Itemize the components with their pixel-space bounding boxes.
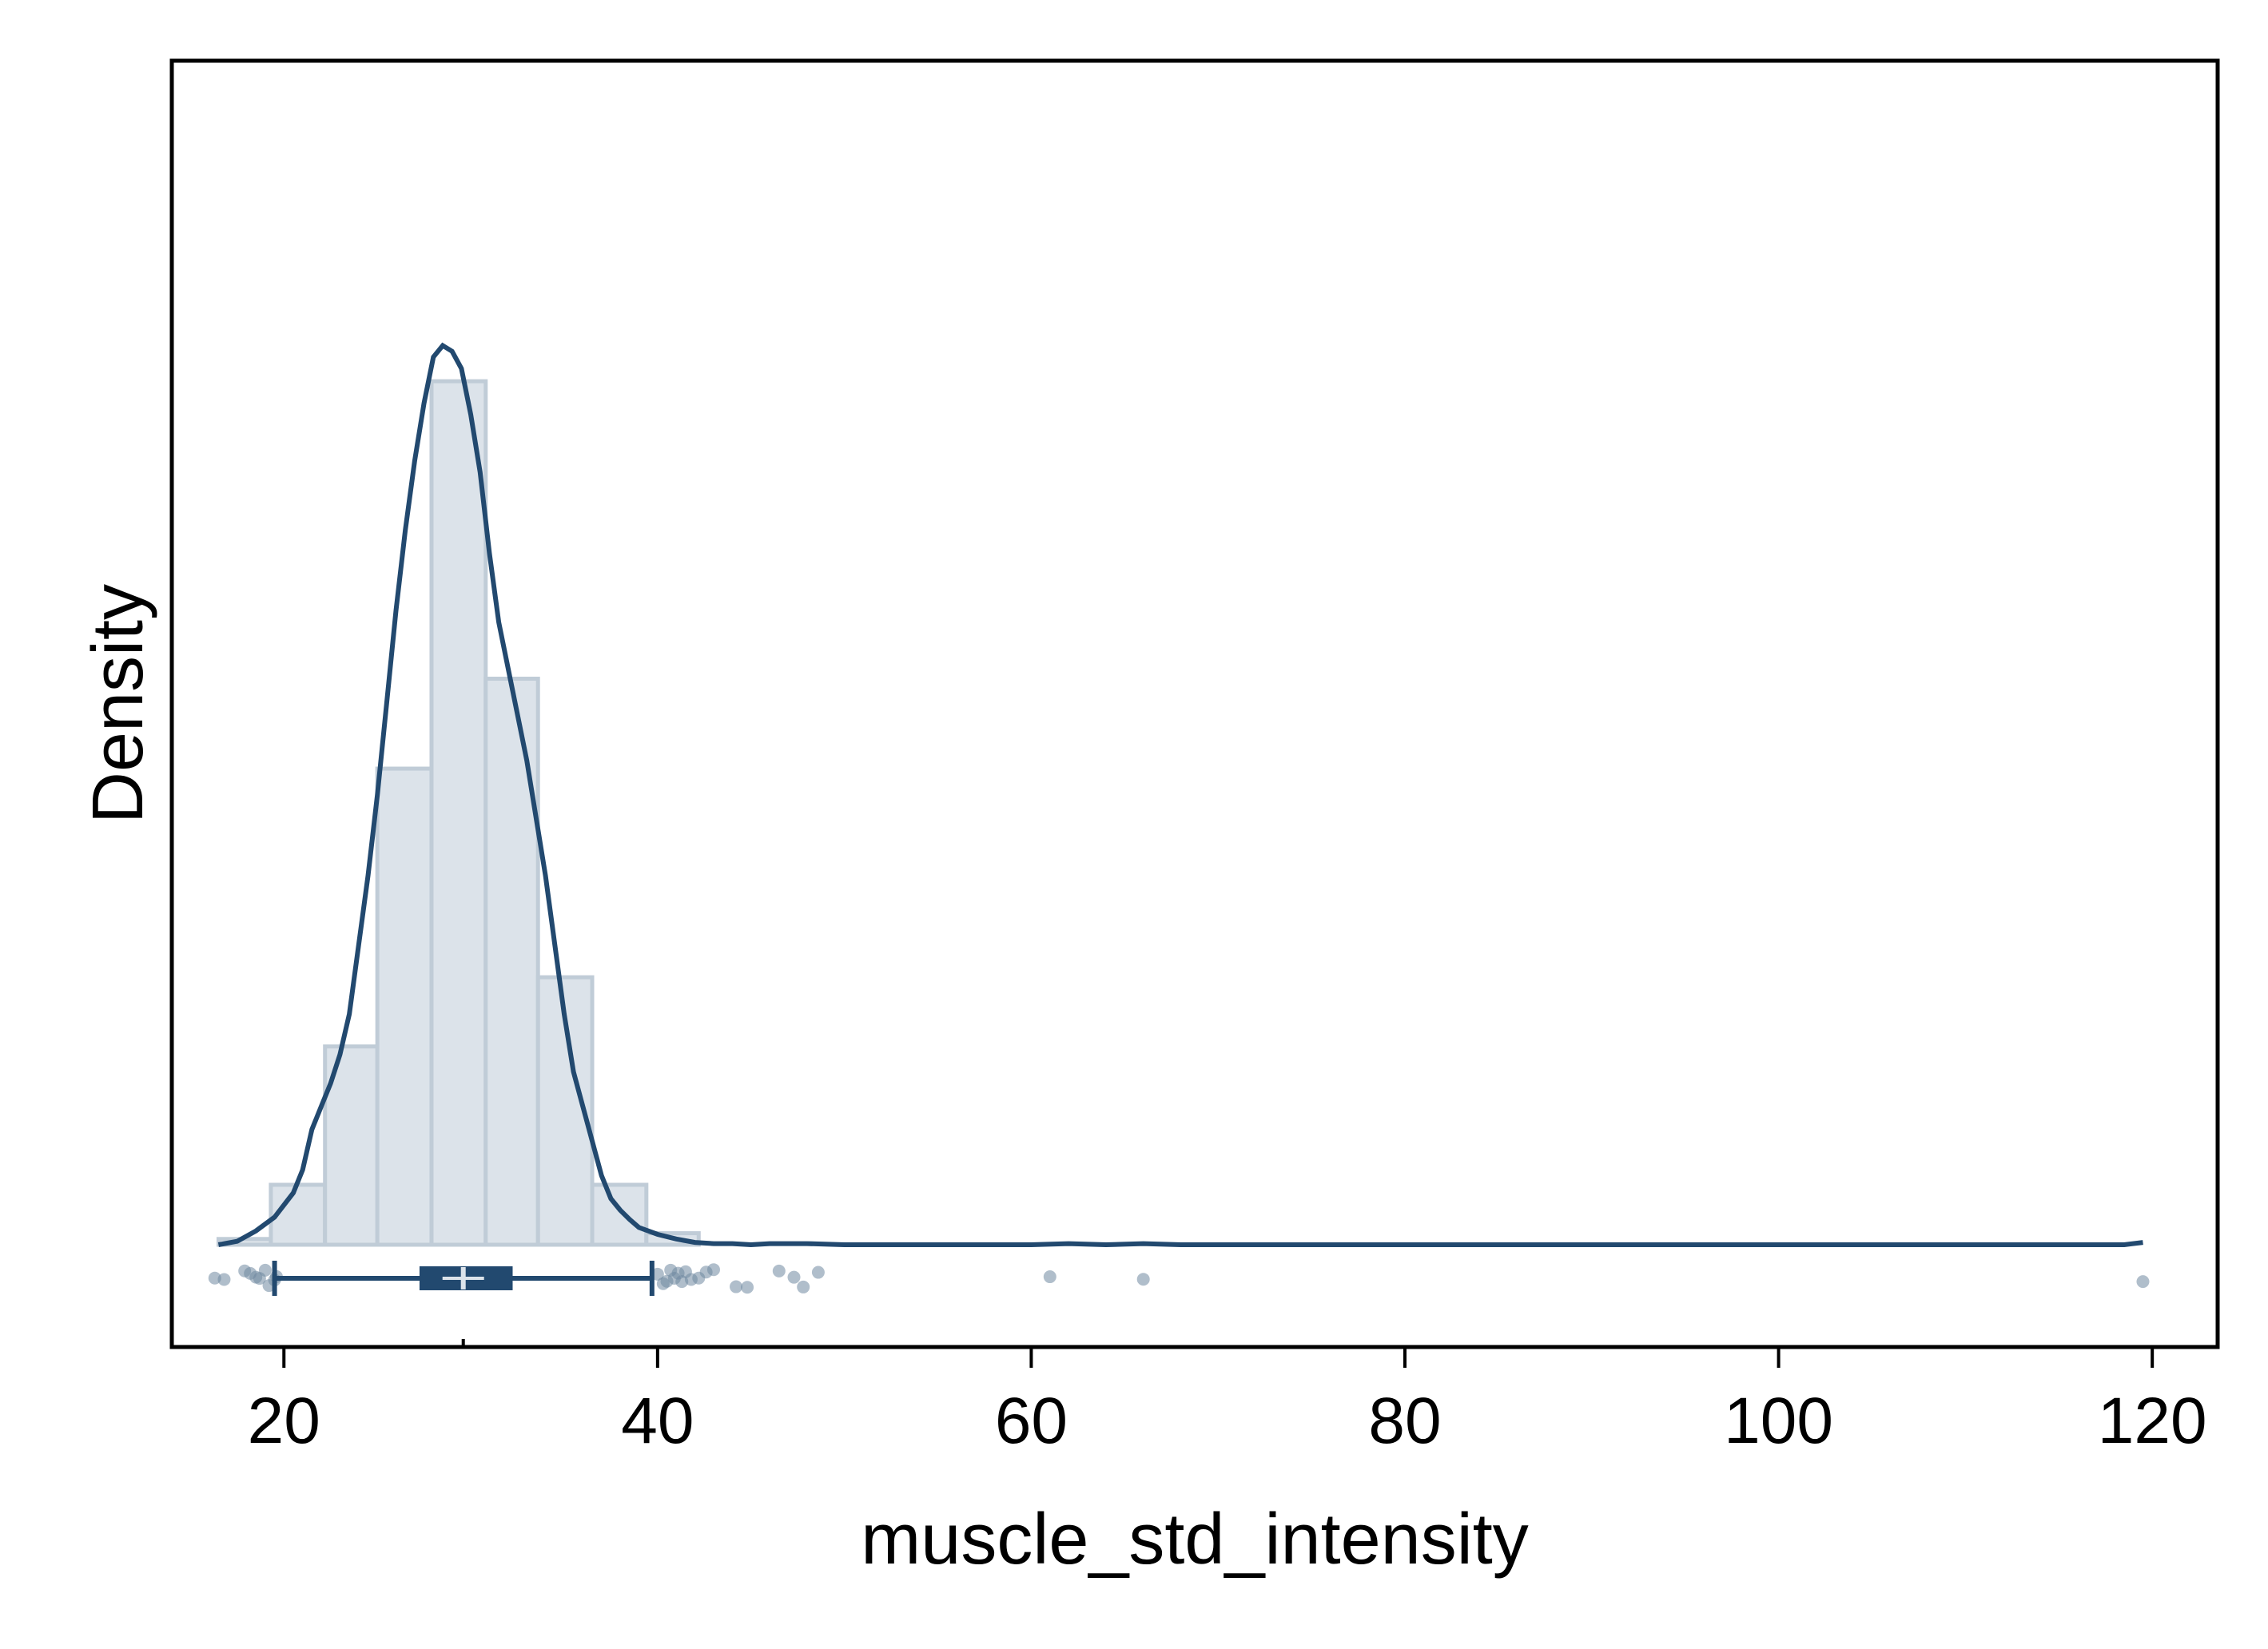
histogram-bar xyxy=(590,1182,649,1247)
data-point xyxy=(2136,1275,2150,1289)
data-point xyxy=(208,1271,221,1285)
density-curve xyxy=(217,342,2143,1248)
data-point xyxy=(787,1270,801,1284)
data-point xyxy=(772,1264,786,1277)
plot-frame xyxy=(169,58,2220,1349)
x-tick-label: 20 xyxy=(248,1385,320,1457)
data-point xyxy=(730,1280,743,1293)
x-tick-label: 80 xyxy=(1368,1385,1441,1457)
data-point xyxy=(741,1281,754,1294)
data-point xyxy=(651,1267,664,1281)
data-point xyxy=(1043,1270,1056,1284)
data-point xyxy=(706,1263,720,1277)
data-point xyxy=(797,1280,810,1293)
histogram-bar xyxy=(375,766,434,1247)
data-point xyxy=(811,1266,825,1279)
x-axis-title: muscle_std_intensity xyxy=(861,1500,1528,1579)
x-tick-label: 60 xyxy=(995,1385,1068,1457)
x-tick-label: 120 xyxy=(2098,1385,2207,1457)
data-point xyxy=(217,1273,231,1286)
x-axis-ticks: 20 40 60 80 100 120 xyxy=(248,1347,2207,1457)
boxplot xyxy=(272,1261,655,1347)
histogram-bar xyxy=(429,379,488,1247)
data-point xyxy=(1136,1273,1150,1286)
x-tick-label: 100 xyxy=(1724,1385,1833,1457)
x-tick-label: 40 xyxy=(621,1385,694,1457)
histogram-bar xyxy=(483,676,540,1247)
y-axis-title: Density xyxy=(78,584,158,824)
data-point xyxy=(258,1263,272,1277)
